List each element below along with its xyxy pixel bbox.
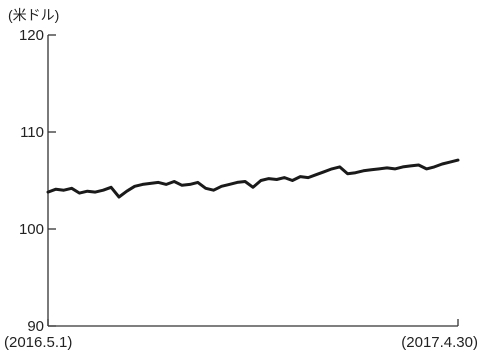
series-group <box>46 158 460 199</box>
x-ticks: (2016.5.1) (2017.4.30) <box>4 319 478 351</box>
y-tick-label: 110 <box>20 124 44 141</box>
axes <box>47 35 458 327</box>
unit-label: (米ドル) <box>8 7 59 23</box>
y-ticks: 90 100 110 120 <box>19 27 56 335</box>
x-tick-label: (2016.5.1) <box>4 334 72 351</box>
x-tick-label: (2017.4.30) <box>401 334 478 351</box>
y-tick-label: 90 <box>27 318 44 335</box>
series-line <box>46 158 460 199</box>
y-tick-label: 100 <box>19 221 44 238</box>
y-tick-label: 120 <box>19 27 44 44</box>
